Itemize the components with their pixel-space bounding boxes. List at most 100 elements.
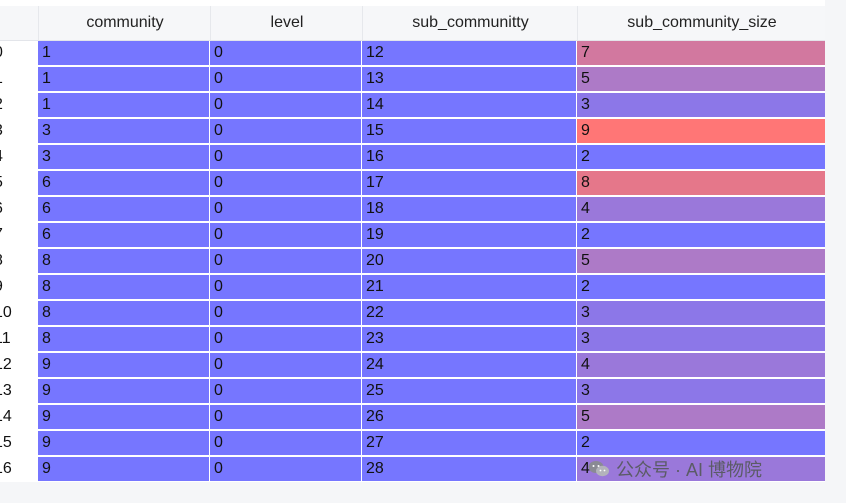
cell-sub-community-size[interactable]: 3 [577,379,825,404]
cell-sub-communitty[interactable]: 28 [362,457,577,482]
row-index: 0 [0,41,24,66]
row-index: 6 [0,197,24,222]
cell-sub-community-size[interactable]: 4 [577,457,825,482]
cell-sub-community-size[interactable]: 2 [577,431,825,456]
cell-sub-community-size[interactable]: 7 [577,41,825,66]
table-row: 760192 [0,223,825,249]
cell-level[interactable]: 0 [210,197,362,222]
cell-sub-communitty[interactable]: 23 [362,327,577,352]
column-header-sub-communitty[interactable]: sub_communitty [362,6,578,40]
cell-sub-communitty[interactable]: 26 [362,405,577,430]
cell-level[interactable]: 0 [210,119,362,144]
cell-sub-communitty[interactable]: 13 [362,67,577,92]
cell-sub-communitty[interactable]: 12 [362,41,577,66]
cell-sub-communitty[interactable]: 15 [362,119,577,144]
cell-community[interactable]: 6 [38,171,210,196]
cell-level[interactable]: 0 [210,275,362,300]
cell-level[interactable]: 0 [210,379,362,404]
cell-sub-communitty[interactable]: 22 [362,301,577,326]
row-index: 10 [0,301,24,326]
cell-community[interactable]: 8 [38,301,210,326]
cell-level[interactable]: 0 [210,41,362,66]
cell-level[interactable]: 0 [210,249,362,274]
row-index: 11 [0,327,24,352]
cell-level[interactable]: 0 [210,223,362,248]
table-row: 660184 [0,197,825,223]
row-index: 1 [0,67,24,92]
cell-sub-community-size[interactable]: 2 [577,223,825,248]
cell-community[interactable]: 9 [38,405,210,430]
cell-community[interactable]: 8 [38,327,210,352]
cell-level[interactable]: 0 [210,301,362,326]
row-index: 9 [0,275,24,300]
cell-level[interactable]: 0 [210,457,362,482]
cell-sub-communitty[interactable]: 25 [362,379,577,404]
cell-community[interactable]: 9 [38,431,210,456]
row-index: 3 [0,119,24,144]
cell-sub-communitty[interactable]: 19 [362,223,577,248]
column-header-community[interactable]: community [38,6,211,40]
cell-sub-communitty[interactable]: 14 [362,93,577,118]
cell-sub-communitty[interactable]: 20 [362,249,577,274]
cell-level[interactable]: 0 [210,431,362,456]
cell-community[interactable]: 1 [38,41,210,66]
cell-level[interactable]: 0 [210,405,362,430]
table-row: 010127 [0,41,825,67]
row-index: 5 [0,171,24,196]
cell-community[interactable]: 8 [38,249,210,274]
cell-sub-community-size[interactable]: 3 [577,327,825,352]
column-header-level[interactable]: level [210,6,363,40]
cell-level[interactable]: 0 [210,93,362,118]
cell-sub-community-size[interactable]: 4 [577,353,825,378]
column-header-sub-community-size[interactable]: sub_community_size [577,6,826,40]
cell-sub-communitty[interactable]: 18 [362,197,577,222]
cell-level[interactable]: 0 [210,145,362,170]
cell-sub-communitty[interactable]: 17 [362,171,577,196]
cell-sub-community-size[interactable]: 3 [577,93,825,118]
cell-level[interactable]: 0 [210,353,362,378]
cell-sub-community-size[interactable]: 3 [577,301,825,326]
row-index: 8 [0,249,24,274]
cell-level[interactable]: 0 [210,67,362,92]
cell-level[interactable]: 0 [210,327,362,352]
cell-sub-communitty[interactable]: 16 [362,145,577,170]
cell-sub-community-size[interactable]: 5 [577,405,825,430]
cell-community[interactable]: 9 [38,353,210,378]
cell-community[interactable]: 3 [38,145,210,170]
row-index: 7 [0,223,24,248]
cell-sub-community-size[interactable]: 5 [577,249,825,274]
cell-community[interactable]: 1 [38,93,210,118]
watermark: 公众号 · AI 博物院 [588,456,762,482]
cell-sub-community-size[interactable]: 4 [577,197,825,222]
cell-community[interactable]: 9 [38,379,210,404]
cell-community[interactable]: 9 [38,457,210,482]
cell-level[interactable]: 0 [210,171,362,196]
cell-community[interactable]: 8 [38,275,210,300]
cell-community[interactable]: 3 [38,119,210,144]
row-index: 12 [0,353,24,378]
cell-community[interactable]: 6 [38,197,210,222]
row-index: 4 [0,145,24,170]
table-row: 880205 [0,249,825,275]
cell-sub-community-size[interactable]: 5 [577,67,825,92]
cell-community[interactable]: 6 [38,223,210,248]
row-index: 2 [0,93,24,118]
table-row: 980212 [0,275,825,301]
cell-sub-communitty[interactable]: 27 [362,431,577,456]
cell-sub-community-size[interactable]: 8 [577,171,825,196]
row-index: 15 [0,431,24,456]
cell-sub-communitty[interactable]: 24 [362,353,577,378]
cell-sub-communitty[interactable]: 21 [362,275,577,300]
table-header [0,6,825,41]
table-row: 560178 [0,171,825,197]
cell-sub-community-size[interactable]: 2 [577,145,825,170]
cell-sub-community-size[interactable]: 9 [577,119,825,144]
cell-community[interactable]: 1 [38,67,210,92]
table-body: 0101271101352101433301594301625601786601… [0,41,825,483]
cell-sub-community-size[interactable]: 2 [577,275,825,300]
